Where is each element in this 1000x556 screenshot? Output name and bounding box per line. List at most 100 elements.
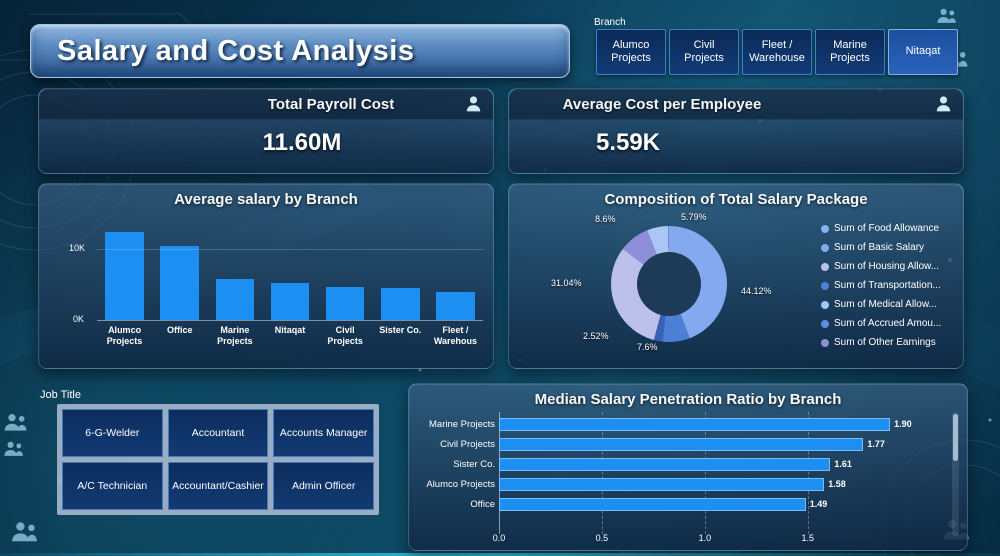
- y-axis-label: Alumco Projects: [426, 478, 495, 490]
- branch-option-label: Alumco Projects: [611, 38, 651, 64]
- hbar-row: Sister Co. 1.61: [419, 454, 957, 474]
- legend-item[interactable]: Sum of Other Earnings: [821, 333, 941, 352]
- chart-title: Average salary by Branch: [174, 191, 358, 208]
- branch-option[interactable]: Nitaqat: [888, 29, 958, 75]
- gridline: [807, 412, 809, 534]
- bar-track: 1.61: [499, 454, 921, 474]
- scrollbar[interactable]: [952, 412, 959, 536]
- kpi-header: Average Cost per Employee: [509, 89, 963, 120]
- dashboard-title-banner: Salary and Cost Analysis: [30, 24, 570, 78]
- legend-item[interactable]: Sum of Transportation...: [821, 276, 941, 295]
- job-title-option-label: A/C Technician: [77, 480, 148, 492]
- scrollbar-thumb[interactable]: [953, 414, 958, 462]
- bar-value-label: 1.61: [834, 459, 852, 469]
- legend-item[interactable]: Sum of Basic Salary: [821, 238, 941, 257]
- legend-dot: [821, 319, 829, 328]
- branch-option[interactable]: Fleet / Warehouse: [742, 29, 812, 75]
- slice-label: 44.12%: [741, 286, 772, 296]
- x-axis-tick: 0.5: [595, 533, 609, 543]
- legend-item[interactable]: Sum of Accrued Amou...: [821, 314, 941, 333]
- bar[interactable]: [105, 231, 144, 320]
- legend-label: Sum of Transportation...: [834, 280, 941, 291]
- bar[interactable]: [215, 278, 255, 320]
- legend-item[interactable]: Sum of Food Allowance: [821, 219, 941, 238]
- bar-value-label: 1.90: [894, 419, 912, 429]
- job-title-option[interactable]: Accountant: [167, 409, 269, 457]
- bar[interactable]: [499, 417, 891, 431]
- job-title-option-label: 6-G-Welder: [85, 427, 140, 439]
- kpi-total-payroll-card: Total Payroll Cost 11.60M: [38, 88, 494, 174]
- bar-column: [152, 228, 207, 320]
- legend-label: Sum of Basic Salary: [834, 242, 925, 253]
- x-axis-label: Sister Co.: [379, 325, 422, 335]
- hbar-row: Office 1.49: [419, 494, 957, 514]
- hbar-row: Alumco Projects 1.58: [419, 474, 957, 494]
- person-icon: [466, 96, 481, 112]
- bar-column: [97, 228, 152, 320]
- kpi-title: Average Cost per Employee: [562, 95, 762, 113]
- bar[interactable]: [270, 283, 310, 320]
- legend-dot: [821, 281, 829, 290]
- bar[interactable]: [380, 288, 420, 320]
- legend-item[interactable]: Sum of Housing Allow...: [821, 257, 941, 276]
- donut-chart[interactable]: [611, 226, 727, 342]
- job-title-option[interactable]: Accounts Manager: [273, 409, 374, 457]
- slice-label: 8.6%: [595, 214, 616, 224]
- bar[interactable]: [499, 457, 831, 471]
- bar-column: [318, 228, 373, 320]
- legend-item[interactable]: Sum of Medical Allow...: [821, 295, 941, 314]
- bar-column: [373, 228, 428, 320]
- gridline: [499, 412, 500, 534]
- legend: Sum of Food Allowance Sum of Basic Salar…: [821, 219, 941, 352]
- hbar-row: Marine Projects 1.90: [419, 414, 957, 434]
- x-axis-label: Fleet / Warehous: [433, 325, 477, 346]
- legend-label: Sum of Other Earnings: [834, 337, 936, 348]
- bar[interactable]: [325, 287, 365, 320]
- donut-hole: [637, 252, 701, 316]
- legend-label: Sum of Housing Allow...: [834, 261, 940, 272]
- bar-column: [207, 228, 262, 320]
- branch-filter-label: Branch: [594, 17, 626, 28]
- bar-value-label: 1.58: [828, 479, 846, 489]
- bar-track: 1.49: [499, 494, 921, 514]
- people-icon: [4, 414, 27, 431]
- x-axis-label: Marine Projects: [217, 325, 253, 346]
- x-axis: 0.0 0.5 1.0 1.5: [493, 533, 921, 545]
- x-axis-label: Alumco Projects: [106, 325, 143, 346]
- y-axis-label: Civil Projects: [440, 438, 495, 450]
- gridline: [704, 412, 706, 534]
- bar[interactable]: [499, 437, 864, 451]
- branch-option-label: Nitaqat: [905, 45, 941, 58]
- branch-option-label: Civil Projects: [684, 38, 724, 64]
- bottom-glow-line: [0, 553, 1000, 556]
- salary-composition-panel: Composition of Total Salary Package 44.1…: [508, 183, 964, 369]
- bar[interactable]: [160, 246, 199, 320]
- bar-group: [97, 228, 483, 320]
- job-title-option[interactable]: Accountant/Cashier: [167, 462, 269, 510]
- job-title-option[interactable]: Admin Officer: [273, 462, 374, 510]
- people-icon: [12, 522, 37, 542]
- y-axis-label: Marine Projects: [429, 418, 495, 430]
- person-icon: [936, 96, 951, 112]
- branch-option[interactable]: Civil Projects: [669, 29, 739, 75]
- bar[interactable]: [499, 497, 806, 511]
- people-icon: [4, 441, 23, 456]
- slice-label: 31.04%: [551, 278, 582, 288]
- branch-option[interactable]: Alumco Projects: [596, 29, 666, 75]
- slice-label: 7.6%: [637, 342, 658, 352]
- branch-filter: Alumco Projects Civil Projects Fleet / W…: [596, 29, 958, 75]
- legend-dot: [821, 338, 829, 347]
- job-title-option[interactable]: 6-G-Welder: [62, 409, 163, 457]
- slice-label: 5.79%: [681, 212, 707, 222]
- branch-option[interactable]: Marine Projects: [815, 29, 885, 75]
- avg-salary-chart-panel: Average salary by Branch 10K 0K Alumco P…: [38, 183, 494, 369]
- x-axis-labels: Alumco Projects Office Marine Projects N…: [97, 325, 483, 347]
- bar[interactable]: [499, 477, 825, 491]
- job-title-option-label: Admin Officer: [291, 480, 356, 492]
- job-title-option[interactable]: A/C Technician: [62, 462, 163, 510]
- bar-value-label: 1.77: [867, 439, 885, 449]
- bar[interactable]: [436, 291, 475, 320]
- gridlines: [499, 412, 921, 534]
- x-axis-label: Office: [166, 325, 193, 335]
- bar-value-label: 1.49: [809, 499, 828, 509]
